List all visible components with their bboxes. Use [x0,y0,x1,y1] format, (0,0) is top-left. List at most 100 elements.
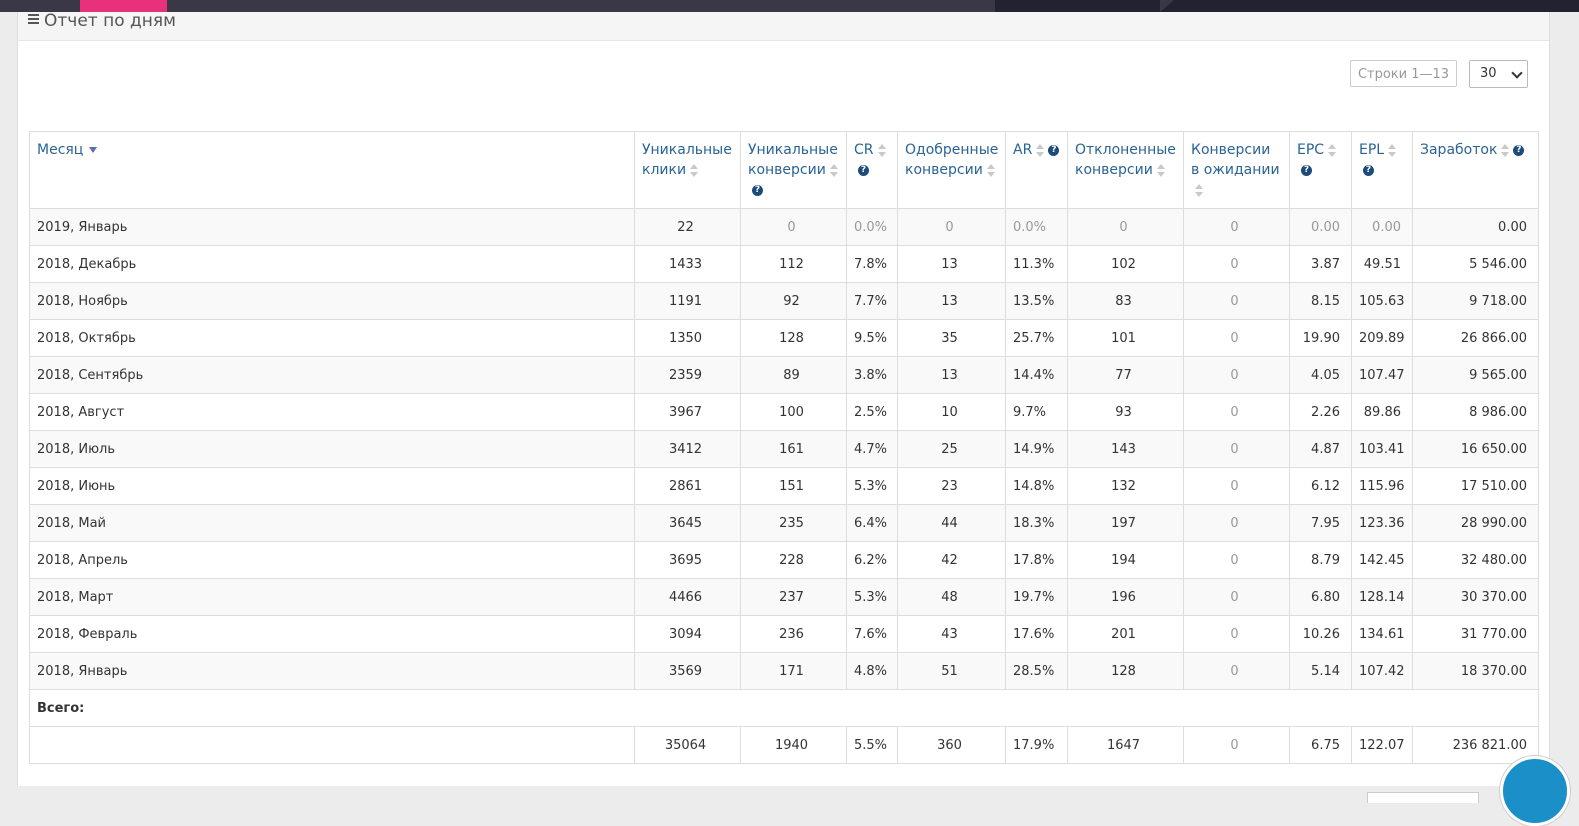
table-cell: 3412 [634,430,741,468]
table-cell: 151 [740,467,847,505]
table-cell: 101 [1067,319,1184,357]
table-row: 2018, Декабрь 1433 112 7.8% 13 11.3% 102 0 3.87 4… [29,245,1539,283]
table-cell: 25.7% [1005,319,1068,357]
table-cell: 235 [740,504,847,542]
table-header-row: Месяц Уникальные клики Уникальные конверси… [29,131,1539,209]
table-cell: 14.4% [1005,356,1068,394]
table-cell: 107.47 [1351,356,1413,394]
table-cell: 194 [1067,541,1184,579]
totals-row: 35064 1940 5.5% 360 17.9% 1647 0 6.75 122.07 236 … [29,726,1539,764]
table-cell: 9.5% [846,319,898,357]
table-cell: 228 [740,541,847,579]
table-row: 2018, Ноябрь 1191 92 7.7% 13 13.5% 83 0 8.15 105.… [29,282,1539,320]
column-header-0[interactable]: Месяц [29,131,635,209]
column-header-8[interactable]: EPC? [1289,131,1352,209]
table-cell: 8.15 [1289,282,1352,320]
help-icon[interactable]: ? [1513,144,1525,156]
sort-icon[interactable] [829,163,838,177]
table-cell: 9.7% [1005,393,1068,431]
table-cell: 2018, Февраль [29,615,635,653]
table-cell: 32 480.00 [1412,541,1539,579]
table-cell: 5.3% [846,578,898,616]
table-row: 2018, Апрель 3695 228 6.2% 42 17.8% 194 0 8.79 14… [29,541,1539,579]
table-cell: 0.00 [1351,208,1413,246]
sort-icon[interactable] [1195,183,1203,197]
table-cell: 1433 [634,245,741,283]
table-row: 2018, Май 3645 235 6.4% 44 18.3% 197 0 7.95 123.3… [29,504,1539,542]
sort-icon[interactable] [1036,143,1045,157]
rows-info-button[interactable]: Строки 1—13 [1350,60,1457,87]
table-cell: 19.90 [1289,319,1352,357]
sort-icon[interactable] [1388,143,1397,157]
sort-icon[interactable] [690,163,699,177]
help-icon[interactable]: ? [1048,144,1060,156]
table-cell: 134.61 [1351,615,1413,653]
table-cell: 237 [740,578,847,616]
help-icon[interactable]: ? [1363,164,1374,176]
sort-icon[interactable] [1156,163,1165,177]
table-cell: 6.2% [846,541,898,579]
totals-cell: 6.75 [1289,726,1352,764]
column-header-4[interactable]: Одобренные конверсии [897,131,1006,209]
hamburger-icon [28,12,39,26]
table-cell: 4.05 [1289,356,1352,394]
table-cell: 0 [740,208,847,246]
table-cell: 2018, Апрель [29,541,635,579]
navbar-right-area [995,0,1579,12]
help-icon[interactable]: ? [752,184,763,196]
help-icon[interactable]: ? [858,164,869,176]
table-cell: 18 370.00 [1412,652,1539,690]
sort-desc-icon[interactable] [89,147,98,153]
table-cell: 197 [1067,504,1184,542]
table-cell: 1191 [634,282,741,320]
column-header-label: Конверсии в ожидании [1191,142,1280,178]
table-cell: 43 [897,615,1006,653]
table-cell: 14.9% [1005,430,1068,468]
sort-icon[interactable] [986,163,995,177]
table-cell: 13 [897,245,1006,283]
totals-label-row: Всего: [29,689,1539,727]
table-cell: 18.3% [1005,504,1068,542]
table-cell: 14.8% [1005,467,1068,505]
table-cell: 17.6% [1005,615,1068,653]
column-header-label: EPC [1297,142,1325,158]
totals-cell: 1940 [740,726,847,764]
table-cell: 3645 [634,504,741,542]
column-header-5[interactable]: AR? [1005,131,1068,209]
table-cell: 3094 [634,615,741,653]
column-header-2[interactable]: Уникальные конверсии? [740,131,847,209]
table-cell: 2861 [634,467,741,505]
table-cell: 42 [897,541,1006,579]
column-header-10[interactable]: Заработок? [1412,131,1539,209]
table-cell: 17 510.00 [1412,467,1539,505]
column-header-label: CR [854,142,874,158]
table-cell: 6.80 [1289,578,1352,616]
column-header-6[interactable]: Отклоненные конверсии [1067,131,1184,209]
sort-icon[interactable] [1501,143,1510,157]
per-page-select[interactable]: 30 [1469,60,1528,88]
table-cell: 0 [1183,504,1290,542]
table-cell: 0 [1183,356,1290,394]
table-cell: 2018, Декабрь [29,245,635,283]
table-cell: 22 [634,208,741,246]
table-cell: 16 650.00 [1412,430,1539,468]
column-header-7[interactable]: Конверсии в ожидании [1183,131,1290,209]
totals-cell: 122.07 [1351,726,1413,764]
table-cell: 6.12 [1289,467,1352,505]
help-icon[interactable]: ? [1301,164,1312,176]
table-cell: 7.6% [846,615,898,653]
column-header-3[interactable]: CR? [846,131,898,209]
sort-icon[interactable] [1328,143,1337,157]
table-cell: 31 770.00 [1412,615,1539,653]
bottom-pagination-button[interactable] [1367,792,1479,803]
column-header-1[interactable]: Уникальные клики [634,131,741,209]
sort-icon[interactable] [877,143,886,157]
table-cell: 13.5% [1005,282,1068,320]
column-header-9[interactable]: EPL? [1351,131,1413,209]
table-cell: 2018, Июнь [29,467,635,505]
chat-widget-button[interactable] [1500,756,1570,826]
column-header-label: AR [1013,142,1033,158]
table-cell: 5.3% [846,467,898,505]
column-header-label: Уникальные клики [642,142,732,178]
table-cell: 2.26 [1289,393,1352,431]
